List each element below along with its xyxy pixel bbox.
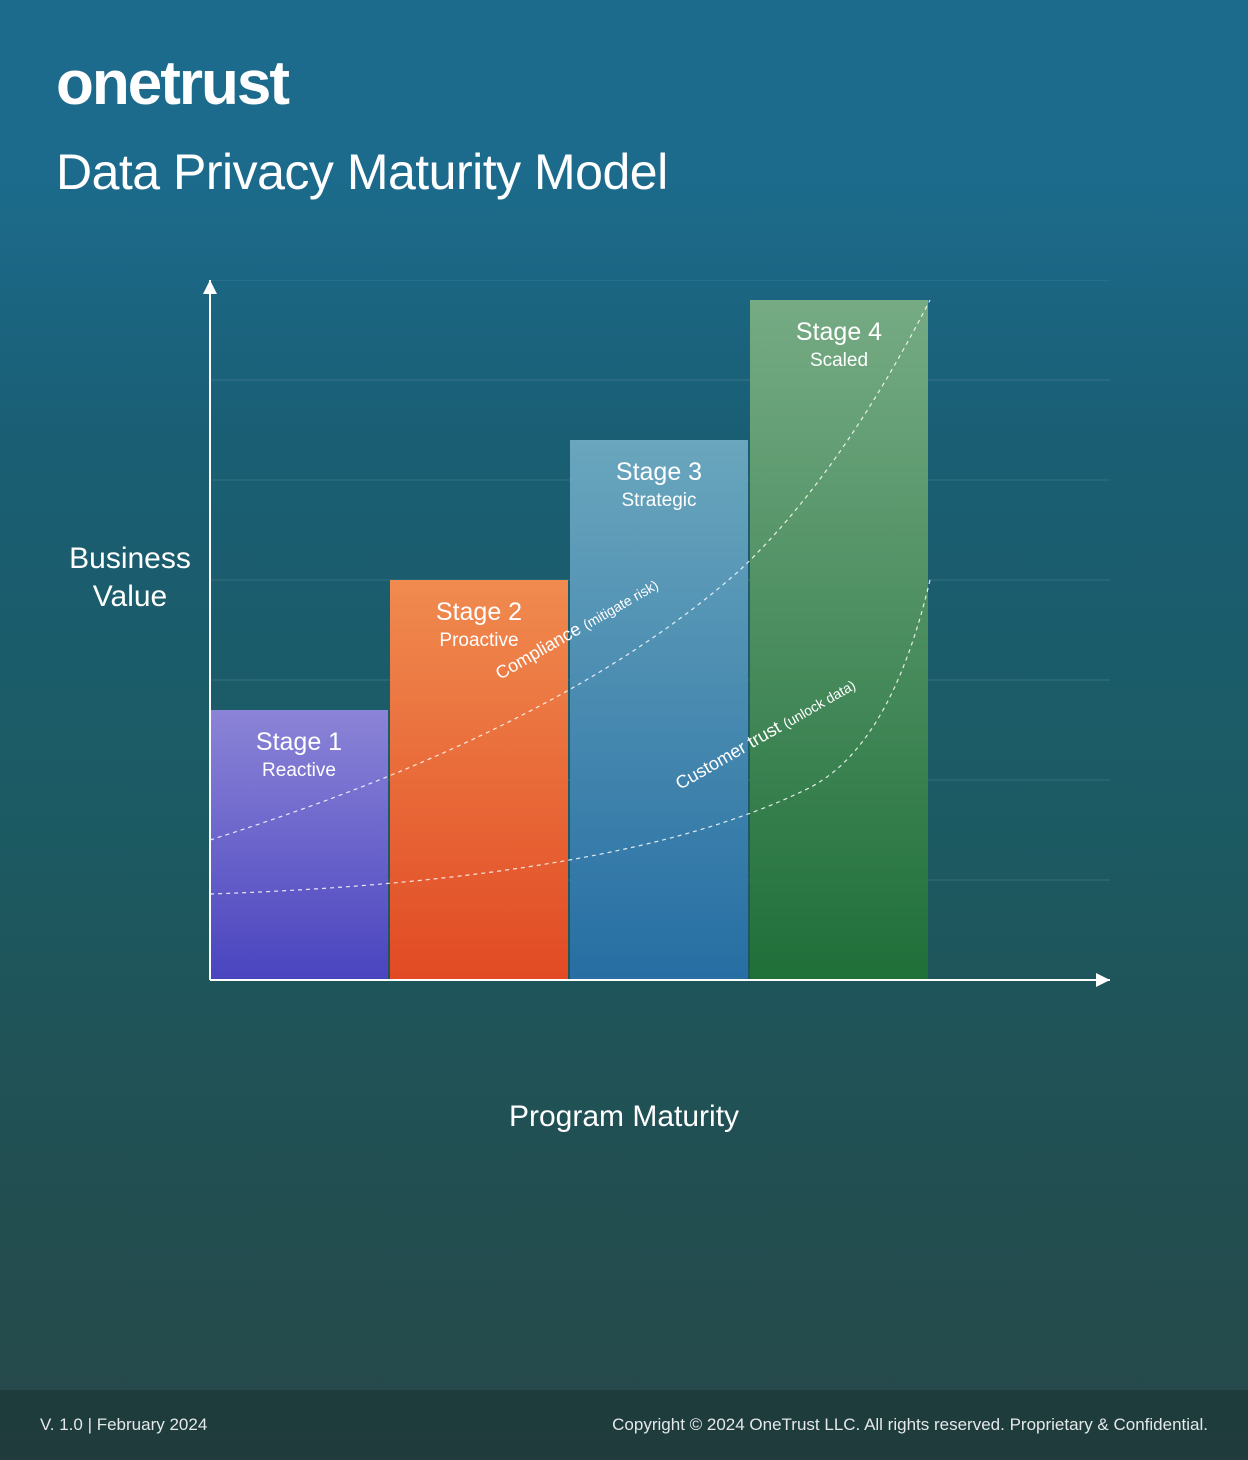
brand-logo: onetrust bbox=[56, 48, 1192, 119]
bar-subtitle-1: Reactive bbox=[262, 760, 336, 781]
page: onetrust Data Privacy Maturity Model Bus… bbox=[0, 0, 1248, 1460]
bar-subtitle-2: Proactive bbox=[439, 630, 518, 651]
bar-stage-3 bbox=[570, 440, 748, 980]
chart-container: BusinessValue Compliance (mitigate risk)… bbox=[40, 280, 1208, 1060]
bar-subtitle-3: Strategic bbox=[622, 490, 697, 511]
bar-title-2: Stage 2 bbox=[436, 598, 522, 626]
page-title: Data Privacy Maturity Model bbox=[56, 143, 1192, 201]
header: onetrust Data Privacy Maturity Model bbox=[0, 0, 1248, 201]
bar-title-4: Stage 4 bbox=[796, 318, 882, 346]
bar-subtitle-4: Scaled bbox=[810, 350, 868, 371]
bar-title-3: Stage 3 bbox=[616, 458, 702, 486]
maturity-chart: Compliance (mitigate risk)Customer trust… bbox=[190, 280, 1190, 1060]
copyright-text: Copyright © 2024 OneTrust LLC. All right… bbox=[612, 1415, 1208, 1435]
footer: V. 1.0 | February 2024 Copyright © 2024 … bbox=[0, 1390, 1248, 1460]
bar-stage-4 bbox=[750, 300, 928, 980]
x-axis-label: Program Maturity bbox=[0, 1100, 1248, 1134]
version-text: V. 1.0 | February 2024 bbox=[40, 1415, 207, 1435]
bar-title-1: Stage 1 bbox=[256, 728, 342, 756]
